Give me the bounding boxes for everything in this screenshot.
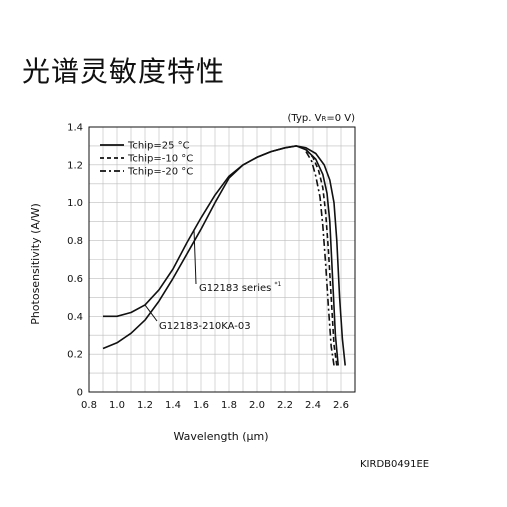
- y-tick-label: 0.2: [67, 350, 83, 361]
- condition-label: (Typ. VR=0 V): [288, 113, 356, 124]
- plot-frame: [88, 126, 356, 393]
- y-tick-label: 1.2: [67, 160, 83, 171]
- legend-label: Tchip=-10 °C: [127, 154, 193, 165]
- y-tick-label: 0: [77, 388, 83, 399]
- x-tick-label: 2.4: [305, 400, 321, 411]
- x-tick-label: 0.8: [81, 400, 97, 411]
- x-tick-label: 2.0: [249, 400, 265, 411]
- x-tick-label: 1.2: [137, 400, 153, 411]
- annotation-superscript: *1: [275, 281, 282, 288]
- y-tick-label: 0.8: [67, 236, 83, 247]
- document-code: KIRDB0491EE: [360, 459, 430, 470]
- y-axis-label: Photosensitivity (A/W): [29, 203, 42, 325]
- annotation-leader: [193, 229, 197, 285]
- x-axis-label: Wavelength (µm): [173, 430, 268, 443]
- x-tick-label: 2.2: [277, 400, 293, 411]
- tick-labels: 0.8 1.0 1.2 1.4 1.6 1.8 2.0 2.2 2.4 2.6 0 0.2 0.4 0.6…: [67, 123, 349, 412]
- x-tick-label: 1.4: [165, 400, 181, 411]
- legend: Tchip=25 °C Tchip=-10 °C Tchip=-20 °C: [100, 141, 193, 178]
- page-title: 光谱灵敏度特性: [22, 55, 226, 88]
- y-tick-label: 1.0: [67, 198, 83, 209]
- y-tick-label: 1.4: [67, 123, 83, 134]
- annotation-label: G12183-210KA-03: [159, 321, 251, 332]
- legend-label: Tchip=25 °C: [127, 141, 190, 152]
- y-tick-label: 0.4: [67, 312, 83, 323]
- condition-text: =0 V): [326, 113, 355, 124]
- condition-subscript: R: [321, 115, 326, 123]
- x-tick-label: 1.0: [109, 400, 125, 411]
- series-layer: [102, 145, 346, 366]
- x-tick-label: 1.8: [221, 400, 237, 411]
- series-line: [305, 149, 338, 366]
- series-line: [103, 145, 339, 366]
- x-tick-label: 2.6: [333, 400, 349, 411]
- x-tick-label: 1.6: [193, 400, 209, 411]
- annotation-leader: [144, 304, 158, 322]
- grid: [89, 127, 355, 392]
- condition-text: (Typ. V: [288, 113, 322, 124]
- y-tick-label: 0.6: [67, 274, 83, 285]
- annotation-label: G12183 series *1: [199, 281, 282, 294]
- legend-label: Tchip=-20 °C: [127, 167, 193, 178]
- annotations: G12183 series *1 G12183-210KA-03: [144, 229, 282, 332]
- series-line: [305, 151, 335, 366]
- series-line: [102, 145, 346, 366]
